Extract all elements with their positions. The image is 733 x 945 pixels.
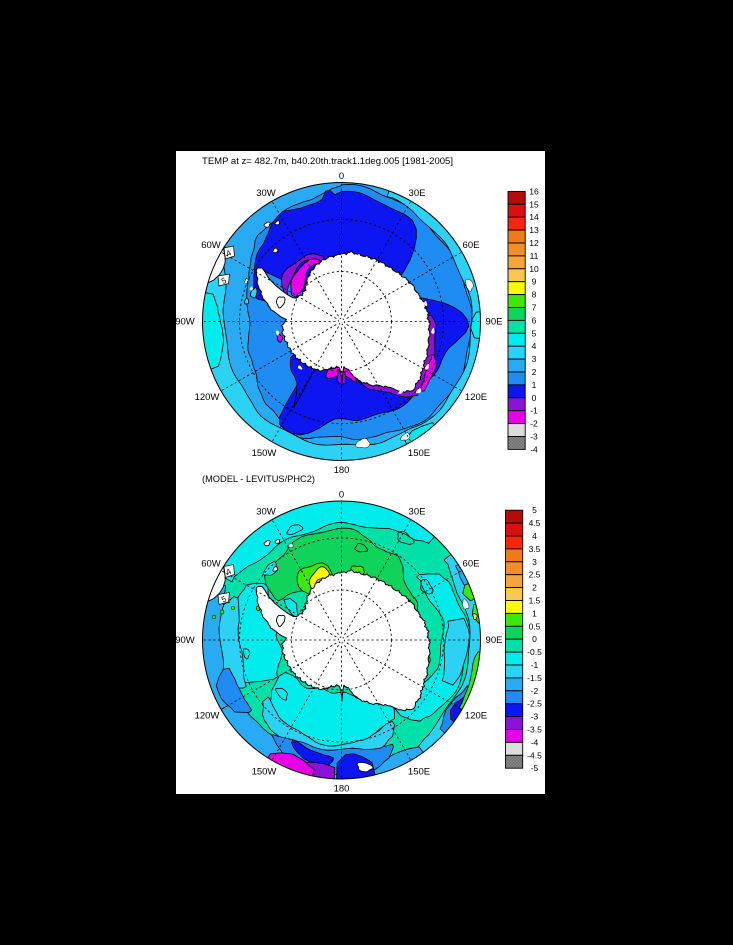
svg-text:-2: -2 [531, 686, 539, 696]
svg-text:14: 14 [529, 212, 539, 222]
svg-text:30E: 30E [409, 507, 426, 518]
svg-text:120W: 120W [195, 711, 220, 722]
svg-text:8: 8 [532, 290, 537, 300]
svg-text:90E: 90E [486, 635, 503, 646]
svg-text:90W: 90W [175, 635, 195, 646]
svg-text:-1: -1 [530, 406, 538, 416]
svg-text:11: 11 [530, 251, 539, 261]
svg-text:13: 13 [529, 225, 539, 235]
svg-text:TEMP at z= 482.7m, b40.20th.tr: TEMP at z= 482.7m, b40.20th.track1.1deg.… [202, 156, 453, 167]
svg-text:-1: -1 [531, 660, 539, 670]
svg-text:60W: 60W [201, 559, 221, 570]
svg-text:150E: 150E [408, 767, 430, 778]
svg-text:60E: 60E [463, 240, 480, 251]
svg-text:2: 2 [532, 583, 537, 593]
svg-text:1: 1 [532, 608, 537, 618]
svg-text:2.5: 2.5 [529, 570, 541, 580]
svg-text:180: 180 [334, 465, 350, 476]
svg-text:3: 3 [532, 557, 537, 567]
svg-text:16: 16 [529, 186, 539, 196]
svg-text:4: 4 [225, 567, 234, 577]
svg-text:150W: 150W [252, 767, 277, 778]
svg-text:-1.5: -1.5 [527, 673, 542, 683]
svg-text:4: 4 [532, 341, 537, 351]
svg-text:-0.5: -0.5 [527, 647, 542, 657]
svg-text:0: 0 [532, 634, 537, 644]
svg-text:0: 0 [339, 171, 344, 182]
svg-text:6: 6 [532, 315, 537, 325]
svg-text:0: 0 [339, 490, 344, 501]
svg-text:120W: 120W [195, 392, 220, 403]
svg-text:150W: 150W [252, 448, 277, 459]
svg-text:1: 1 [532, 380, 537, 390]
svg-text:-4: -4 [530, 444, 538, 454]
svg-text:120E: 120E [465, 392, 487, 403]
svg-text:4: 4 [532, 531, 537, 541]
svg-text:3: 3 [532, 354, 537, 364]
svg-text:15: 15 [529, 199, 539, 209]
svg-text:12: 12 [529, 238, 539, 248]
svg-text:30E: 30E [409, 188, 426, 199]
svg-text:-2: -2 [530, 419, 538, 429]
svg-text:30W: 30W [256, 188, 276, 199]
svg-text:60E: 60E [463, 559, 480, 570]
svg-text:150E: 150E [408, 448, 430, 459]
svg-text:180: 180 [334, 784, 350, 795]
svg-text:5: 5 [532, 328, 537, 338]
svg-text:1.5: 1.5 [529, 596, 541, 606]
svg-text:90W: 90W [175, 317, 195, 328]
svg-text:120E: 120E [465, 711, 487, 722]
svg-text:5: 5 [532, 505, 537, 515]
svg-text:3.5: 3.5 [529, 544, 541, 554]
svg-text:90E: 90E [486, 317, 503, 328]
svg-text:0.5: 0.5 [529, 621, 541, 631]
svg-text:7: 7 [532, 303, 537, 313]
svg-text:10: 10 [529, 264, 539, 274]
svg-text:-3: -3 [531, 712, 539, 722]
svg-text:60W: 60W [201, 240, 221, 251]
svg-text:5: 5 [220, 594, 228, 604]
svg-text:-5: -5 [531, 763, 539, 773]
svg-text:-3.5: -3.5 [527, 725, 542, 735]
svg-text:5: 5 [220, 276, 228, 286]
svg-text:(MODEL - LEVITUS/PHC2): (MODEL - LEVITUS/PHC2) [202, 474, 315, 485]
svg-text:9: 9 [532, 277, 537, 287]
svg-text:4: 4 [225, 248, 234, 258]
svg-text:0: 0 [532, 393, 537, 403]
svg-text:4.5: 4.5 [529, 518, 541, 528]
svg-text:2: 2 [532, 367, 537, 377]
svg-text:30W: 30W [256, 507, 276, 518]
svg-text:-3: -3 [530, 432, 538, 442]
svg-text:-2.5: -2.5 [527, 699, 542, 709]
svg-text:-4: -4 [531, 737, 539, 747]
svg-text:-4.5: -4.5 [527, 750, 542, 760]
